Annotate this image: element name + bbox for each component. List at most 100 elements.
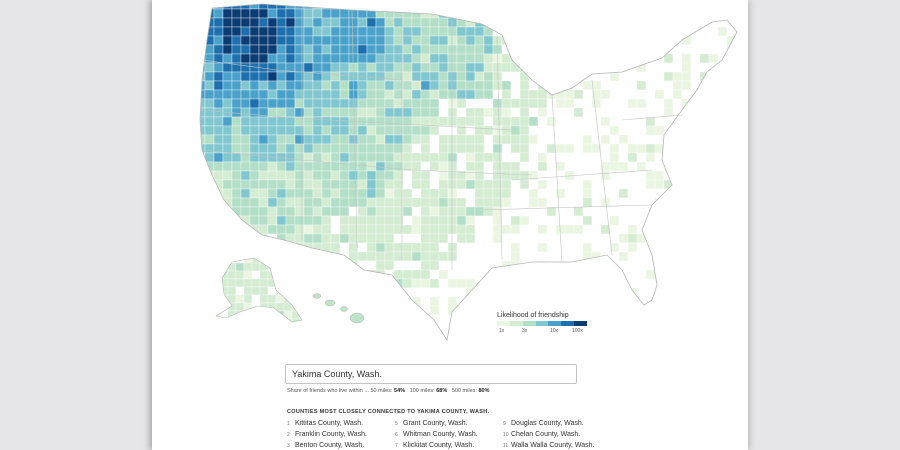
county-cell[interactable] [321,143,332,154]
county-cell[interactable] [645,107,656,118]
county-cell[interactable] [690,179,701,190]
county-cell[interactable] [609,35,620,46]
county-cell[interactable] [483,26,494,37]
county-cell[interactable] [375,188,386,199]
county-cell[interactable] [366,8,377,19]
county-cell[interactable] [438,89,449,100]
county-cell[interactable] [699,98,710,109]
county-cell[interactable] [726,323,737,334]
county-cell[interactable] [312,161,323,172]
county-cell[interactable] [510,17,521,28]
county-cell[interactable] [564,89,575,100]
county-cell[interactable] [204,278,215,289]
county-cell[interactable] [672,314,683,325]
county-cell[interactable] [708,161,719,172]
county-cell[interactable] [384,170,395,181]
county-cell[interactable] [294,17,305,28]
county-cell[interactable] [591,8,602,19]
county-cell[interactable] [258,332,269,342]
county-cell[interactable] [708,26,719,37]
county-cell[interactable] [421,342,430,350]
county-cell[interactable] [474,269,485,280]
county-cell[interactable] [681,215,692,226]
county-cell[interactable] [196,8,206,19]
county-cell[interactable] [717,269,728,280]
county-cell[interactable] [312,260,323,271]
county-cell[interactable] [321,89,332,100]
county-cell[interactable] [636,44,647,55]
county-cell[interactable] [618,17,629,28]
county-cell[interactable] [591,215,602,226]
county-cell[interactable] [501,53,512,64]
county-cell[interactable] [726,314,737,325]
county-cell[interactable] [556,342,565,350]
county-cell[interactable] [717,215,728,226]
county-cell[interactable] [645,98,656,109]
county-cell[interactable] [213,296,224,307]
county-cell[interactable] [196,170,206,181]
county-cell[interactable] [213,62,224,73]
county-cell[interactable] [726,179,737,190]
county-cell[interactable] [681,242,692,253]
county-cell[interactable] [250,342,259,350]
county-cell[interactable] [366,17,377,28]
county-cell[interactable] [222,152,233,163]
county-cell[interactable] [249,206,260,217]
county-cell[interactable] [303,332,314,342]
county-cell[interactable] [520,342,529,350]
county-cell[interactable] [420,170,431,181]
county-cell[interactable] [726,35,737,46]
county-cell[interactable] [339,296,350,307]
county-cell[interactable] [438,278,449,289]
county-cell[interactable] [267,35,278,46]
county-cell[interactable] [717,26,728,37]
county-cell[interactable] [303,278,314,289]
county-cell[interactable] [600,287,611,298]
county-cell[interactable] [267,125,278,136]
county-cell[interactable] [555,251,566,262]
county-cell[interactable] [285,332,296,342]
county-cell[interactable] [717,260,728,271]
county-cell[interactable] [420,0,431,10]
county-cell[interactable] [204,269,215,280]
county-cell[interactable] [258,26,269,37]
county-cell[interactable] [291,294,301,304]
county-cell[interactable] [447,260,458,271]
county-cell[interactable] [303,53,314,64]
county-cell[interactable] [222,215,233,226]
county-cell[interactable] [204,8,215,19]
county-cell[interactable] [204,296,215,307]
county-cell[interactable] [510,0,521,10]
county-cell[interactable] [618,269,629,280]
county-cell[interactable] [447,107,458,118]
county-cell[interactable] [312,80,323,91]
county-cell[interactable] [492,269,503,280]
county-cell[interactable] [204,143,215,154]
county-cell[interactable] [465,62,476,73]
county-cell[interactable] [285,287,296,298]
county-cell[interactable] [618,26,629,37]
county-cell[interactable] [627,53,638,64]
county-cell[interactable] [636,305,647,316]
county-cell[interactable] [403,342,412,350]
county-cell[interactable] [672,323,683,334]
county-cell[interactable] [600,80,611,91]
county-cell[interactable] [636,278,647,289]
county-cell[interactable] [384,314,395,325]
county-cell[interactable] [654,251,665,262]
county-cell[interactable] [267,197,278,208]
county-cell[interactable] [574,342,583,350]
county-cell[interactable] [708,0,719,10]
county-cell[interactable] [366,323,377,334]
county-cell[interactable] [690,251,701,262]
county-cell[interactable] [420,305,431,316]
county-cell[interactable] [699,44,710,55]
county-cell[interactable] [528,134,539,145]
county-cell[interactable] [456,179,467,190]
county-cell[interactable] [348,44,359,55]
county-cell[interactable] [393,8,404,19]
county-cell[interactable] [231,242,242,253]
county-cell[interactable] [276,332,287,342]
county-cell[interactable] [591,332,602,342]
county-cell[interactable] [537,35,548,46]
